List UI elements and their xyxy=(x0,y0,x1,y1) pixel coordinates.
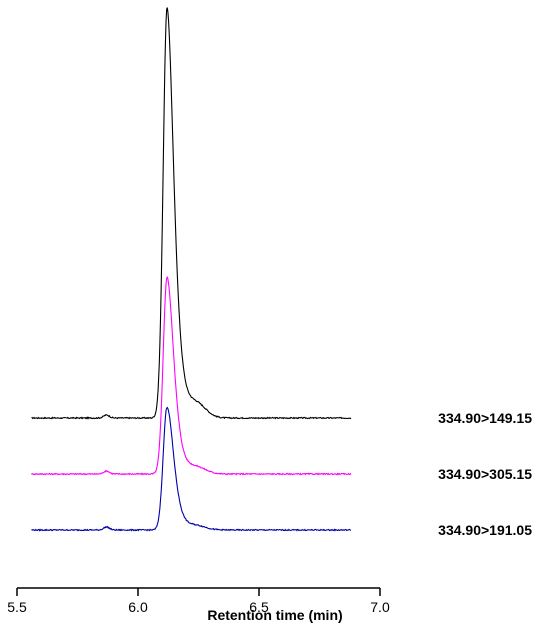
trace-334-90-305-15 xyxy=(31,276,352,476)
series-label-334-90-149-15: 334.90>149.15 xyxy=(438,410,532,426)
series-label-334-90-191-05: 334.90>191.05 xyxy=(438,522,532,538)
trace-334-90-149-15 xyxy=(31,7,352,420)
x-axis-title: Retention time (min) xyxy=(207,607,342,623)
series-labels: 334.90>149.15 334.90>305.15 334.90>191.0… xyxy=(438,410,532,538)
trace-334-90-191-05 xyxy=(31,406,352,532)
x-tick-label: 6.5 xyxy=(249,599,269,615)
x-tick-label: 7.0 xyxy=(370,599,390,615)
x-axis: 5.5 6.0 6.5 7.0 Retention time (min) xyxy=(7,587,390,623)
x-tick-label: 5.5 xyxy=(7,599,27,615)
series-label-334-90-305-15: 334.90>305.15 xyxy=(438,466,532,482)
traces-group xyxy=(31,7,352,532)
x-tick-label: 6.0 xyxy=(128,599,148,615)
